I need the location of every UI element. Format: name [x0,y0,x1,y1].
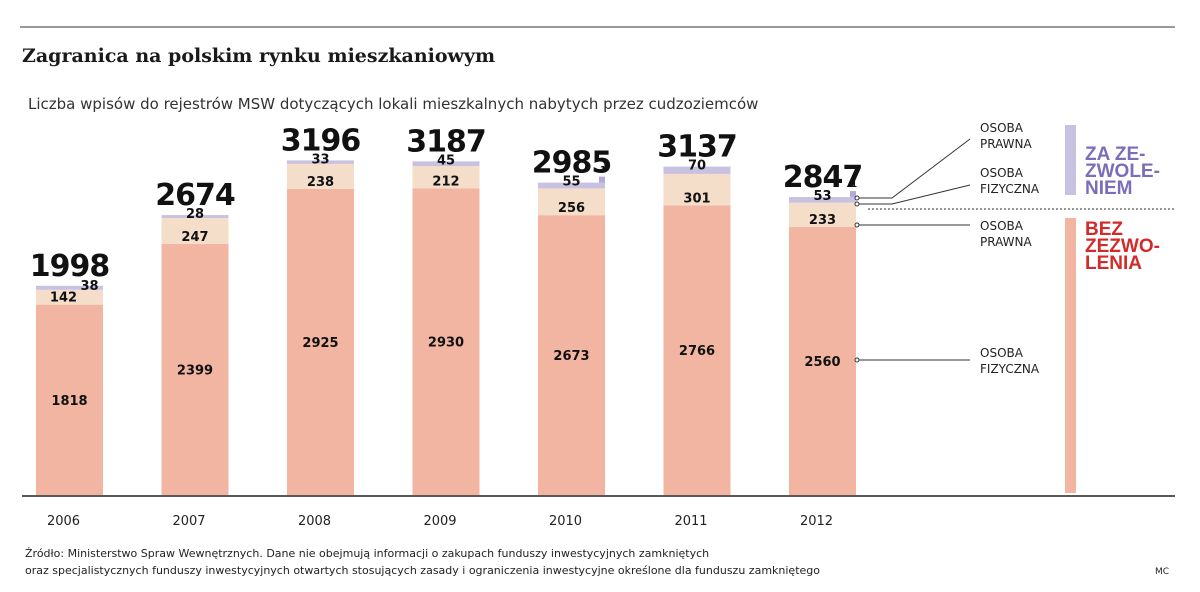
total-label: 2985 [532,146,612,181]
total-label: 3137 [657,130,737,165]
legend-za-prawna-line2: PRAWNA [980,137,1032,151]
value-label: 55 [562,175,580,190]
value-label: 70 [688,159,706,174]
bar-segment-bez_prawna [663,173,731,206]
credit: MC [1155,567,1169,577]
leader-dot-bez-fizyczna [854,357,860,363]
value-label: 233 [809,213,836,228]
bar-segment-bez_fizyczna [287,188,354,495]
value-label: 301 [683,191,710,206]
total-label: 2847 [783,160,863,195]
x-tick-label: 2007 [172,514,205,529]
value-label: 2930 [428,336,464,351]
value-label: 212 [432,174,459,189]
chart-title: Zagranica na polskim rynku mieszkaniowym [22,45,495,67]
leader-dot-bez-prawna [854,222,860,228]
legend-za-fizyczna-line1: OSOBA [980,166,1024,180]
source-line-2: oraz specjalistycznych funduszy inwestyc… [25,564,820,577]
value-label: 2925 [302,336,338,351]
bar-segment-za_prawna [850,191,856,198]
x-tick-label: 2012 [800,514,833,529]
value-label: 1 [851,180,857,190]
bar-segment-bez_fizyczna [36,304,103,495]
legend-bez-fizyczna-line2: FIZYCZNA [980,362,1040,376]
bar-segment-bez_fizyczna [538,215,605,495]
group-za-label-line2: ZWOLE- [1085,161,1160,182]
bar-segment-bez_prawna [36,289,103,305]
x-tick-label: 2009 [423,514,456,529]
bar-segment-bez_prawna [538,188,605,216]
total-label: 1998 [30,249,110,284]
bar-segment-bez_fizyczna [789,227,856,495]
group-bez-label-line1: BEZ [1085,219,1123,240]
bar-segment-bez_prawna [287,163,354,189]
bar-segment-bez_prawna [161,217,229,244]
total-label: 3196 [281,123,361,158]
group-za-indicator [1065,125,1076,195]
value-label: 247 [181,230,208,245]
value-label: 2560 [804,355,840,370]
value-label: 1818 [51,394,87,409]
group-za-label-line3: NIEM [1085,178,1133,199]
bar-segment-za_fizyczna [36,285,103,290]
value-label: 256 [558,201,585,216]
value-label: 28 [186,207,204,222]
group-bez-label-line2: ZEZWO- [1085,236,1160,257]
bar-segment-za_fizyczna [412,161,480,167]
total-label: 3187 [406,124,486,159]
x-tick-label: 2011 [674,514,707,529]
legend-bez-prawna-line2: PRAWNA [980,235,1032,249]
leader-za-fizyczna [857,184,971,205]
value-label: 238 [307,175,334,190]
group-bez-label-line3: LENIA [1085,253,1142,274]
legend-bez-fizyczna-line1: OSOBA [980,346,1024,360]
value-label: 38 [80,279,98,294]
legend-bez-prawna-line1: OSOBA [980,219,1024,233]
total-label: 2674 [155,178,235,213]
bar-segment-bez_fizyczna [663,205,731,495]
bar-segment-za_fizyczna [161,215,229,218]
bar-segment-za_fizyczna [789,197,856,203]
legend-za-prawna-line1: OSOBA [980,121,1024,135]
leader-za-prawna [857,138,971,199]
group-bez-indicator [1065,218,1076,493]
bar-segment-za_prawna [599,176,605,183]
bar-segment-za_fizyczna [663,166,731,174]
leader-dot-za-prawna [854,195,860,201]
bar-segment-bez_fizyczna [161,243,229,495]
value-label: 2766 [679,344,715,359]
legend: OSOBA PRAWNA OSOBA FIZYCZNA OSOBA PRAWNA… [854,121,1160,493]
leader-dot-za-fizyczna [854,201,860,207]
bar-segment-za_fizyczna [538,182,605,189]
value-label: 33 [311,152,329,167]
group-za-label-line1: ZA ZE- [1085,144,1146,165]
x-tick-label: 2006 [47,514,80,529]
value-label: 1 [600,166,606,176]
bar-segment-bez_prawna [789,202,856,227]
value-label: 45 [437,153,455,168]
chart-subtitle: Liczba wpisów do rejestrów MSW dotyczący… [28,95,758,113]
x-tick-label: 2010 [549,514,582,529]
value-label: 53 [813,189,831,204]
x-tick-label: 2008 [298,514,331,529]
source-line-1: Źródło: Ministerstwo Spraw Wewnętrznych.… [25,547,709,560]
value-label: 2399 [177,363,213,378]
bar-segment-bez_fizyczna [412,188,480,495]
value-label: 142 [50,291,77,306]
value-label: 2673 [553,349,589,364]
legend-za-fizyczna-line2: FIZYCZNA [980,182,1040,196]
bar-segment-bez_prawna [412,166,480,189]
bar-segment-za_fizyczna [287,160,354,164]
